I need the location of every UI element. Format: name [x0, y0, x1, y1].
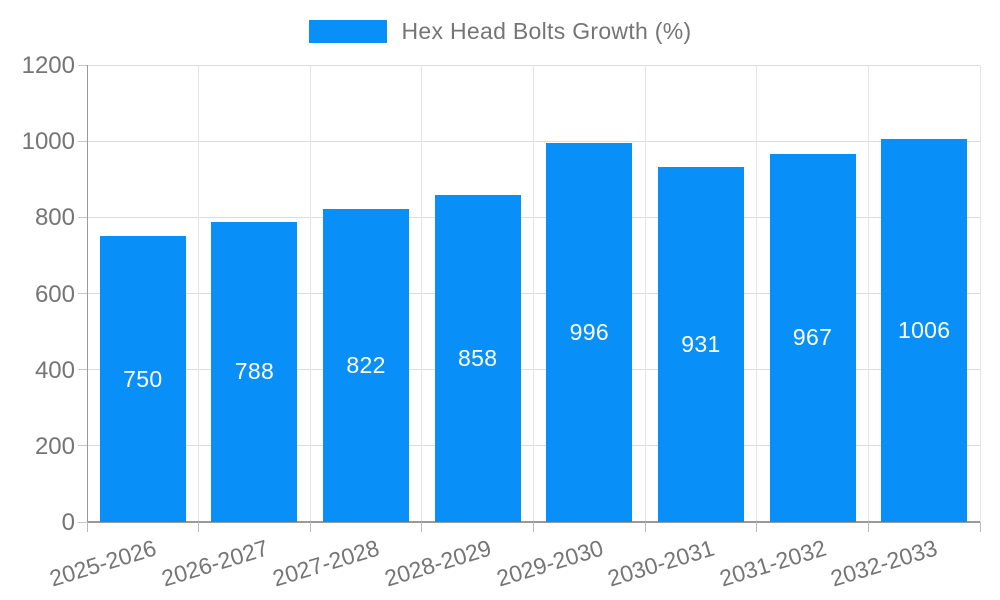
x-gridline — [867, 65, 869, 522]
y-tick-mark — [78, 293, 87, 294]
x-axis-line — [87, 521, 980, 523]
bar-value-label: 750 — [123, 365, 163, 392]
x-gridline — [756, 65, 758, 522]
x-gridline — [533, 65, 534, 522]
y-tick-label: 0 — [61, 509, 75, 536]
bar[interactable]: 996 — [546, 142, 633, 522]
y-tick-label: 600 — [34, 280, 75, 308]
y-tick-mark — [78, 445, 87, 447]
x-gridline — [979, 65, 981, 522]
x-tick-mark — [867, 522, 869, 532]
legend[interactable]: Hex Head Bolts Growth (%) — [0, 18, 1000, 45]
x-tick-label: 2029-2030 — [492, 534, 606, 592]
x-gridline — [309, 65, 311, 522]
y-tick-label: 200 — [34, 432, 75, 460]
bar[interactable]: 822 — [323, 208, 410, 522]
bar-value-label: 967 — [792, 324, 833, 351]
x-tick-mark — [756, 522, 758, 532]
x-tick-mark — [198, 522, 200, 532]
y-tick-mark — [78, 64, 87, 66]
y-tick-label: 1000 — [21, 128, 75, 156]
x-gridline — [198, 65, 200, 522]
x-tick-mark — [86, 522, 88, 532]
bar-value-label: 931 — [681, 331, 721, 358]
x-tick-mark — [644, 522, 646, 532]
plot-area: 750 788 822 858 996 931 967 1006 — [87, 64, 981, 523]
bar[interactable]: 931 — [657, 167, 744, 522]
bar-value-label: 1006 — [898, 316, 951, 343]
y-axis-line — [87, 65, 88, 522]
x-gridline — [644, 65, 646, 522]
x-tick-label: 2025-2026 — [46, 534, 160, 592]
x-tick-label: 2032-2033 — [827, 534, 941, 592]
y-tick-mark — [78, 521, 87, 523]
y-tick-label: 800 — [34, 204, 75, 232]
bar-value-label: 822 — [346, 351, 386, 378]
bar[interactable]: 1006 — [881, 138, 968, 522]
x-tick-mark — [979, 522, 981, 532]
x-tick-label: 2031-2032 — [716, 534, 830, 592]
x-tick-label: 2030-2031 — [604, 534, 718, 592]
y-tick-mark — [78, 369, 87, 371]
x-tick-mark — [309, 522, 311, 532]
bar-value-label: 996 — [569, 318, 609, 345]
x-tick-mark — [421, 522, 423, 532]
bar[interactable]: 750 — [99, 236, 186, 522]
legend-swatch — [308, 20, 387, 43]
legend-label: Hex Head Bolts Growth (%) — [401, 18, 692, 44]
bar[interactable]: 967 — [769, 153, 856, 522]
y-tick-label: 400 — [34, 356, 75, 384]
y-tick-mark — [78, 216, 87, 218]
y-tick-label: 1200 — [21, 52, 75, 79]
x-tick-mark — [533, 522, 534, 532]
bar-value-label: 788 — [234, 358, 275, 385]
x-tick-label: 2028-2029 — [381, 534, 495, 592]
bar[interactable]: 788 — [211, 221, 298, 522]
bar-value-label: 858 — [458, 345, 498, 372]
x-tick-label: 2027-2028 — [269, 534, 383, 592]
y-tick-mark — [78, 140, 87, 142]
bar[interactable]: 858 — [434, 195, 521, 522]
x-tick-label: 2026-2027 — [158, 534, 271, 592]
x-gridline — [421, 65, 423, 522]
